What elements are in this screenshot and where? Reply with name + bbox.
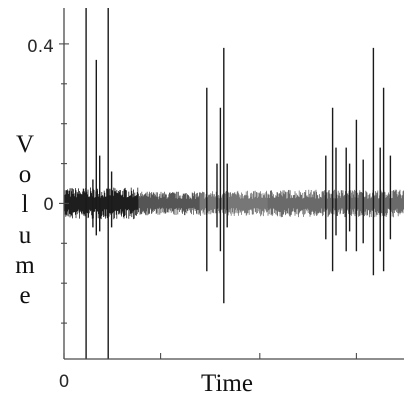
x-axis-title: Time <box>201 370 253 397</box>
y-tick-label-0: 0 <box>43 195 54 215</box>
y-axis-title-letter: V <box>16 131 34 158</box>
y-axis-ticks <box>59 43 69 324</box>
y-axis-title-letter: l <box>22 191 29 218</box>
waveform-series <box>63 8 404 359</box>
x-tick-label-0: 0 <box>59 372 70 392</box>
waveform-baseline-segment <box>138 191 201 216</box>
y-axis-title-letter: u <box>19 222 32 249</box>
y-axis-title-letter: e <box>19 282 30 309</box>
x-axis-ticks <box>63 353 357 359</box>
y-axis-title: V o l u m e <box>15 131 35 309</box>
y-tick-label-0.4: 0.4 <box>27 37 54 57</box>
y-axis-title-letter: o <box>19 161 32 188</box>
y-axis-title-letter: m <box>15 252 35 279</box>
